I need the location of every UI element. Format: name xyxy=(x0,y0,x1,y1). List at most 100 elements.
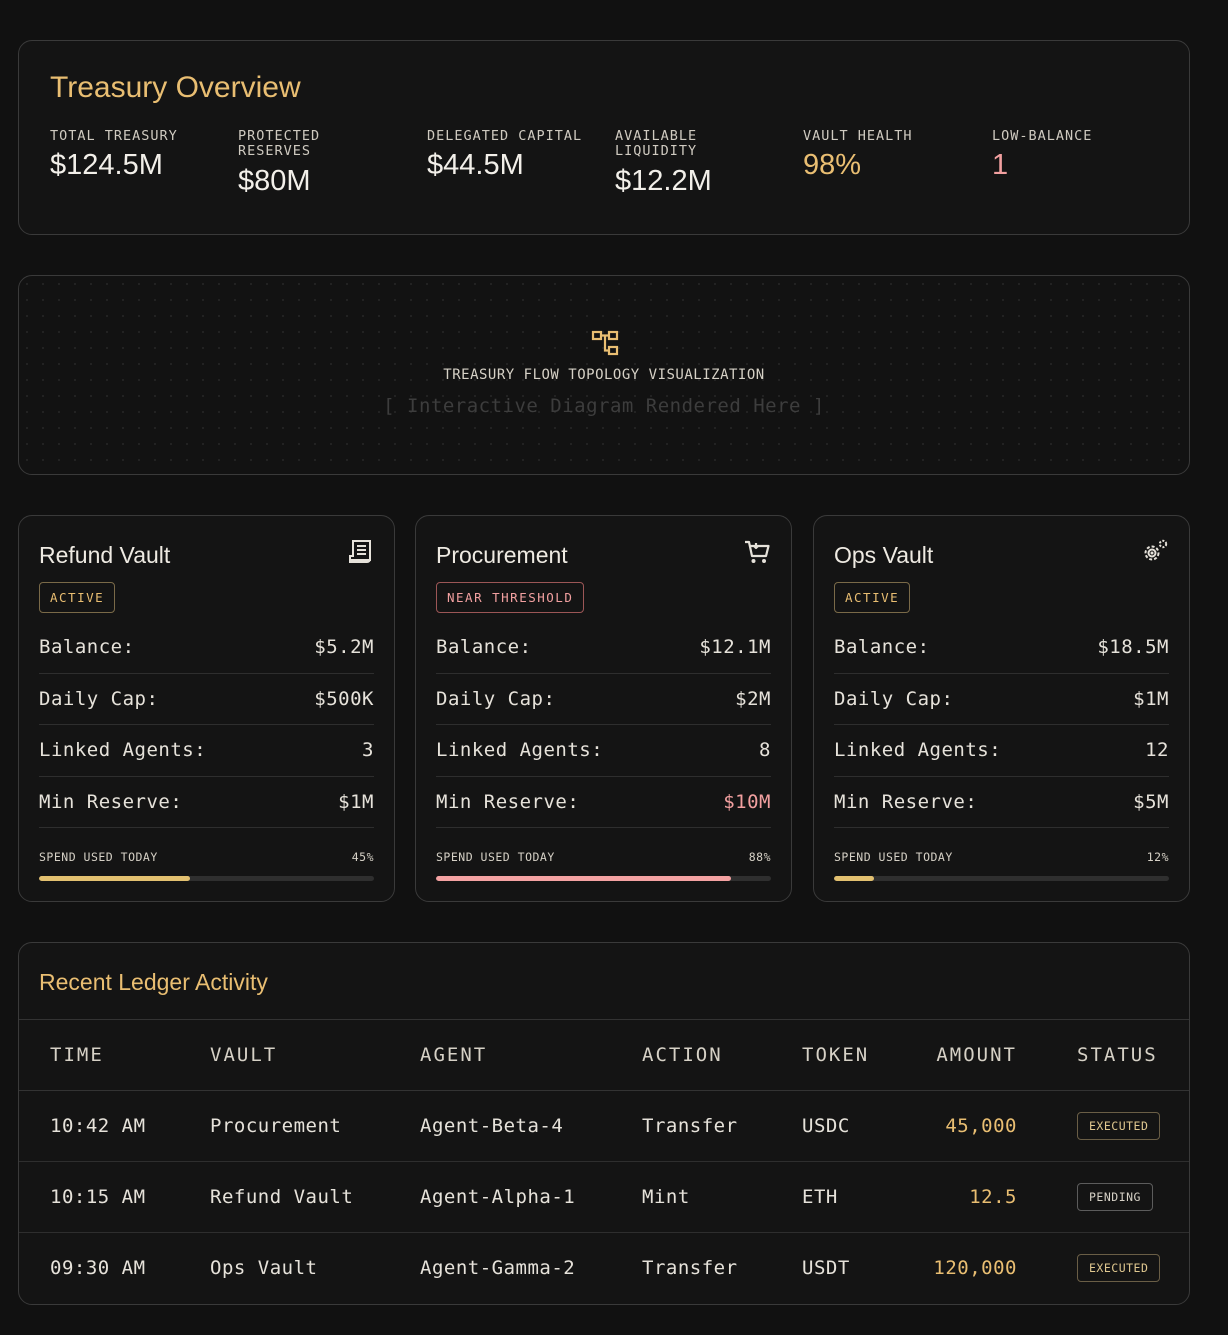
cell-time: 10:15 AM xyxy=(19,1161,210,1233)
cell-vault: Ops Vault xyxy=(210,1257,318,1280)
stat-available-liquidity: Available Liquidity $12.2M xyxy=(615,129,755,198)
row-label: Balance: xyxy=(834,636,930,659)
ledger-panel: Recent Ledger Activity TIME VAULT AGENT … xyxy=(18,942,1190,1305)
spend-percent: 88% xyxy=(748,850,771,864)
stat-low-balance: Low-Balance 1 xyxy=(992,129,1172,182)
cell-status: PENDING xyxy=(1017,1161,1189,1233)
row-label: Min Reserve: xyxy=(436,790,580,813)
stat-total-treasury: Total Treasury $124.5M xyxy=(50,129,230,182)
diagram-placeholder: [ Interactive Diagram Rendered Here ] xyxy=(383,395,825,417)
row-value: 8 xyxy=(759,739,771,762)
column-header-agent[interactable]: AGENT xyxy=(420,1019,642,1091)
stat-value: 1 xyxy=(992,149,1009,181)
column-header-vault[interactable]: VAULT xyxy=(210,1019,420,1091)
topology-panel[interactable]: TREASURY FLOW TOPOLOGY VISUALIZATION [ I… xyxy=(18,275,1190,475)
vault-row-balance: Balance: $18.5M xyxy=(834,622,1169,674)
cell-action: Transfer xyxy=(642,1090,802,1162)
spend-label: SPEND USED TODAY xyxy=(39,850,158,864)
hierarchy-icon xyxy=(591,330,619,356)
cart-icon xyxy=(745,540,770,563)
cell-agent: Agent-Beta-4 xyxy=(420,1090,642,1162)
vault-card-refund[interactable]: Refund Vault ACTIVE Balance: $5.2M Daily … xyxy=(18,515,395,902)
stat-label: Total Treasury xyxy=(50,128,178,144)
cell-agent: Agent-Gamma-2 xyxy=(420,1257,576,1280)
stat-value: $124.5M xyxy=(50,149,163,181)
status-badge: EXECUTED xyxy=(1077,1254,1161,1283)
column-header-time[interactable]: TIME xyxy=(19,1019,210,1091)
column-header-action[interactable]: ACTION xyxy=(642,1019,802,1091)
column-header-status[interactable]: STATUS xyxy=(1017,1019,1189,1091)
cell-time: 10:42 AM xyxy=(19,1090,210,1162)
spend-label: SPEND USED TODAY xyxy=(436,850,555,864)
row-value: $10M xyxy=(723,790,771,813)
stat-protected-reserves: Protected Reserves $80M xyxy=(238,129,378,198)
table-row[interactable]: 10:15 AM Refund Vault Agent-Alpha-1 Mint… xyxy=(19,1161,1189,1233)
status-badge: PENDING xyxy=(1077,1183,1153,1211)
row-label: Linked Agents: xyxy=(834,739,1002,762)
stat-value: $44.5M xyxy=(427,149,524,181)
vault-row-daily-cap: Daily Cap: $500K xyxy=(39,674,374,725)
column-header-amount[interactable]: AMOUNT xyxy=(902,1019,1017,1091)
cell-status: EXECUTED xyxy=(1017,1233,1189,1304)
cell-token: ETH xyxy=(802,1161,902,1233)
row-value: $1M xyxy=(338,790,374,813)
receipt-icon xyxy=(349,540,371,563)
row-label: Daily Cap: xyxy=(39,687,159,710)
spend-progress-bar xyxy=(834,876,1169,881)
cell-action: Transfer xyxy=(642,1257,738,1280)
spend-label: SPEND USED TODAY xyxy=(834,850,953,864)
row-value: 3 xyxy=(362,739,374,762)
row-label: Min Reserve: xyxy=(39,790,183,813)
ledger-table: TIME VAULT AGENT ACTION TOKEN AMOUNT STA… xyxy=(19,1019,1189,1304)
stat-label: Low-Balance xyxy=(992,128,1093,144)
row-label: Linked Agents: xyxy=(436,739,604,762)
vault-row-linked-agents: Linked Agents: 3 xyxy=(39,725,374,777)
row-value: $12.1M xyxy=(699,636,771,659)
vault-row-balance: Balance: $12.1M xyxy=(436,622,771,674)
row-value: $5.2M xyxy=(314,636,374,659)
vault-row-min-reserve: Min Reserve: $10M xyxy=(436,777,771,828)
stat-label: Protected Reserves xyxy=(238,128,321,159)
row-label: Daily Cap: xyxy=(436,687,556,710)
spend-summary: SPEND USED TODAY 88% xyxy=(436,850,771,864)
row-value: $18.5M xyxy=(1097,636,1169,659)
vault-name: Procurement xyxy=(436,542,568,568)
vault-row-min-reserve: Min Reserve: $1M xyxy=(39,777,374,828)
stat-label: Delegated Capital xyxy=(427,128,583,144)
stat-value: $80M xyxy=(238,165,311,197)
stat-vault-health: Vault Health 98% xyxy=(803,129,983,182)
cell-amount: 120,000 xyxy=(933,1257,1017,1280)
overview-title: Treasury Overview xyxy=(50,71,301,104)
vault-card-procurement[interactable]: Procurement NEAR THRESHOLD Balance: $12.1… xyxy=(415,515,792,902)
status-badge: ACTIVE xyxy=(834,582,911,613)
stat-delegated-capital: Delegated Capital $44.5M xyxy=(427,129,607,182)
vault-row-linked-agents: Linked Agents: 8 xyxy=(436,725,771,777)
stat-label: Vault Health xyxy=(803,128,913,144)
column-header-token[interactable]: TOKEN xyxy=(802,1019,902,1091)
vault-card-ops[interactable]: Ops Vault ACTIVE Balance: $18.5M Daily Ca… xyxy=(813,515,1190,902)
status-badge: ACTIVE xyxy=(39,582,116,613)
table-row[interactable]: 10:42 AM Procurement Agent-Beta-4 Transf… xyxy=(19,1090,1189,1162)
vault-row-daily-cap: Daily Cap: $2M xyxy=(436,674,771,725)
row-value: $5M xyxy=(1133,790,1169,813)
vault-row-daily-cap: Daily Cap: $1M xyxy=(834,674,1169,725)
gears-icon xyxy=(1144,539,1168,561)
cell-amount: 12.5 xyxy=(902,1161,1017,1233)
row-label: Min Reserve: xyxy=(834,790,978,813)
stat-value: 98% xyxy=(803,149,862,181)
table-row[interactable]: 09:30 AM Ops Vault Agent-Gamma-2 Transfe… xyxy=(19,1233,1189,1304)
status-badge: EXECUTED xyxy=(1077,1112,1161,1140)
spend-progress-fill xyxy=(39,876,190,881)
spend-summary: SPEND USED TODAY 45% xyxy=(39,850,374,864)
cell-amount: 45,000 xyxy=(902,1090,1017,1162)
cell-vault: Procurement xyxy=(210,1090,420,1162)
ledger-title: Recent Ledger Activity xyxy=(39,969,268,995)
row-label: Balance: xyxy=(39,636,135,659)
row-label: Linked Agents: xyxy=(39,739,207,762)
row-value: $2M xyxy=(735,687,771,710)
cell-agent: Agent-Alpha-1 xyxy=(420,1161,642,1233)
cell-status: EXECUTED xyxy=(1017,1090,1189,1162)
spend-progress-bar xyxy=(39,876,374,881)
row-value: 12 xyxy=(1145,739,1169,762)
cell-time: 09:30 AM xyxy=(50,1257,146,1280)
